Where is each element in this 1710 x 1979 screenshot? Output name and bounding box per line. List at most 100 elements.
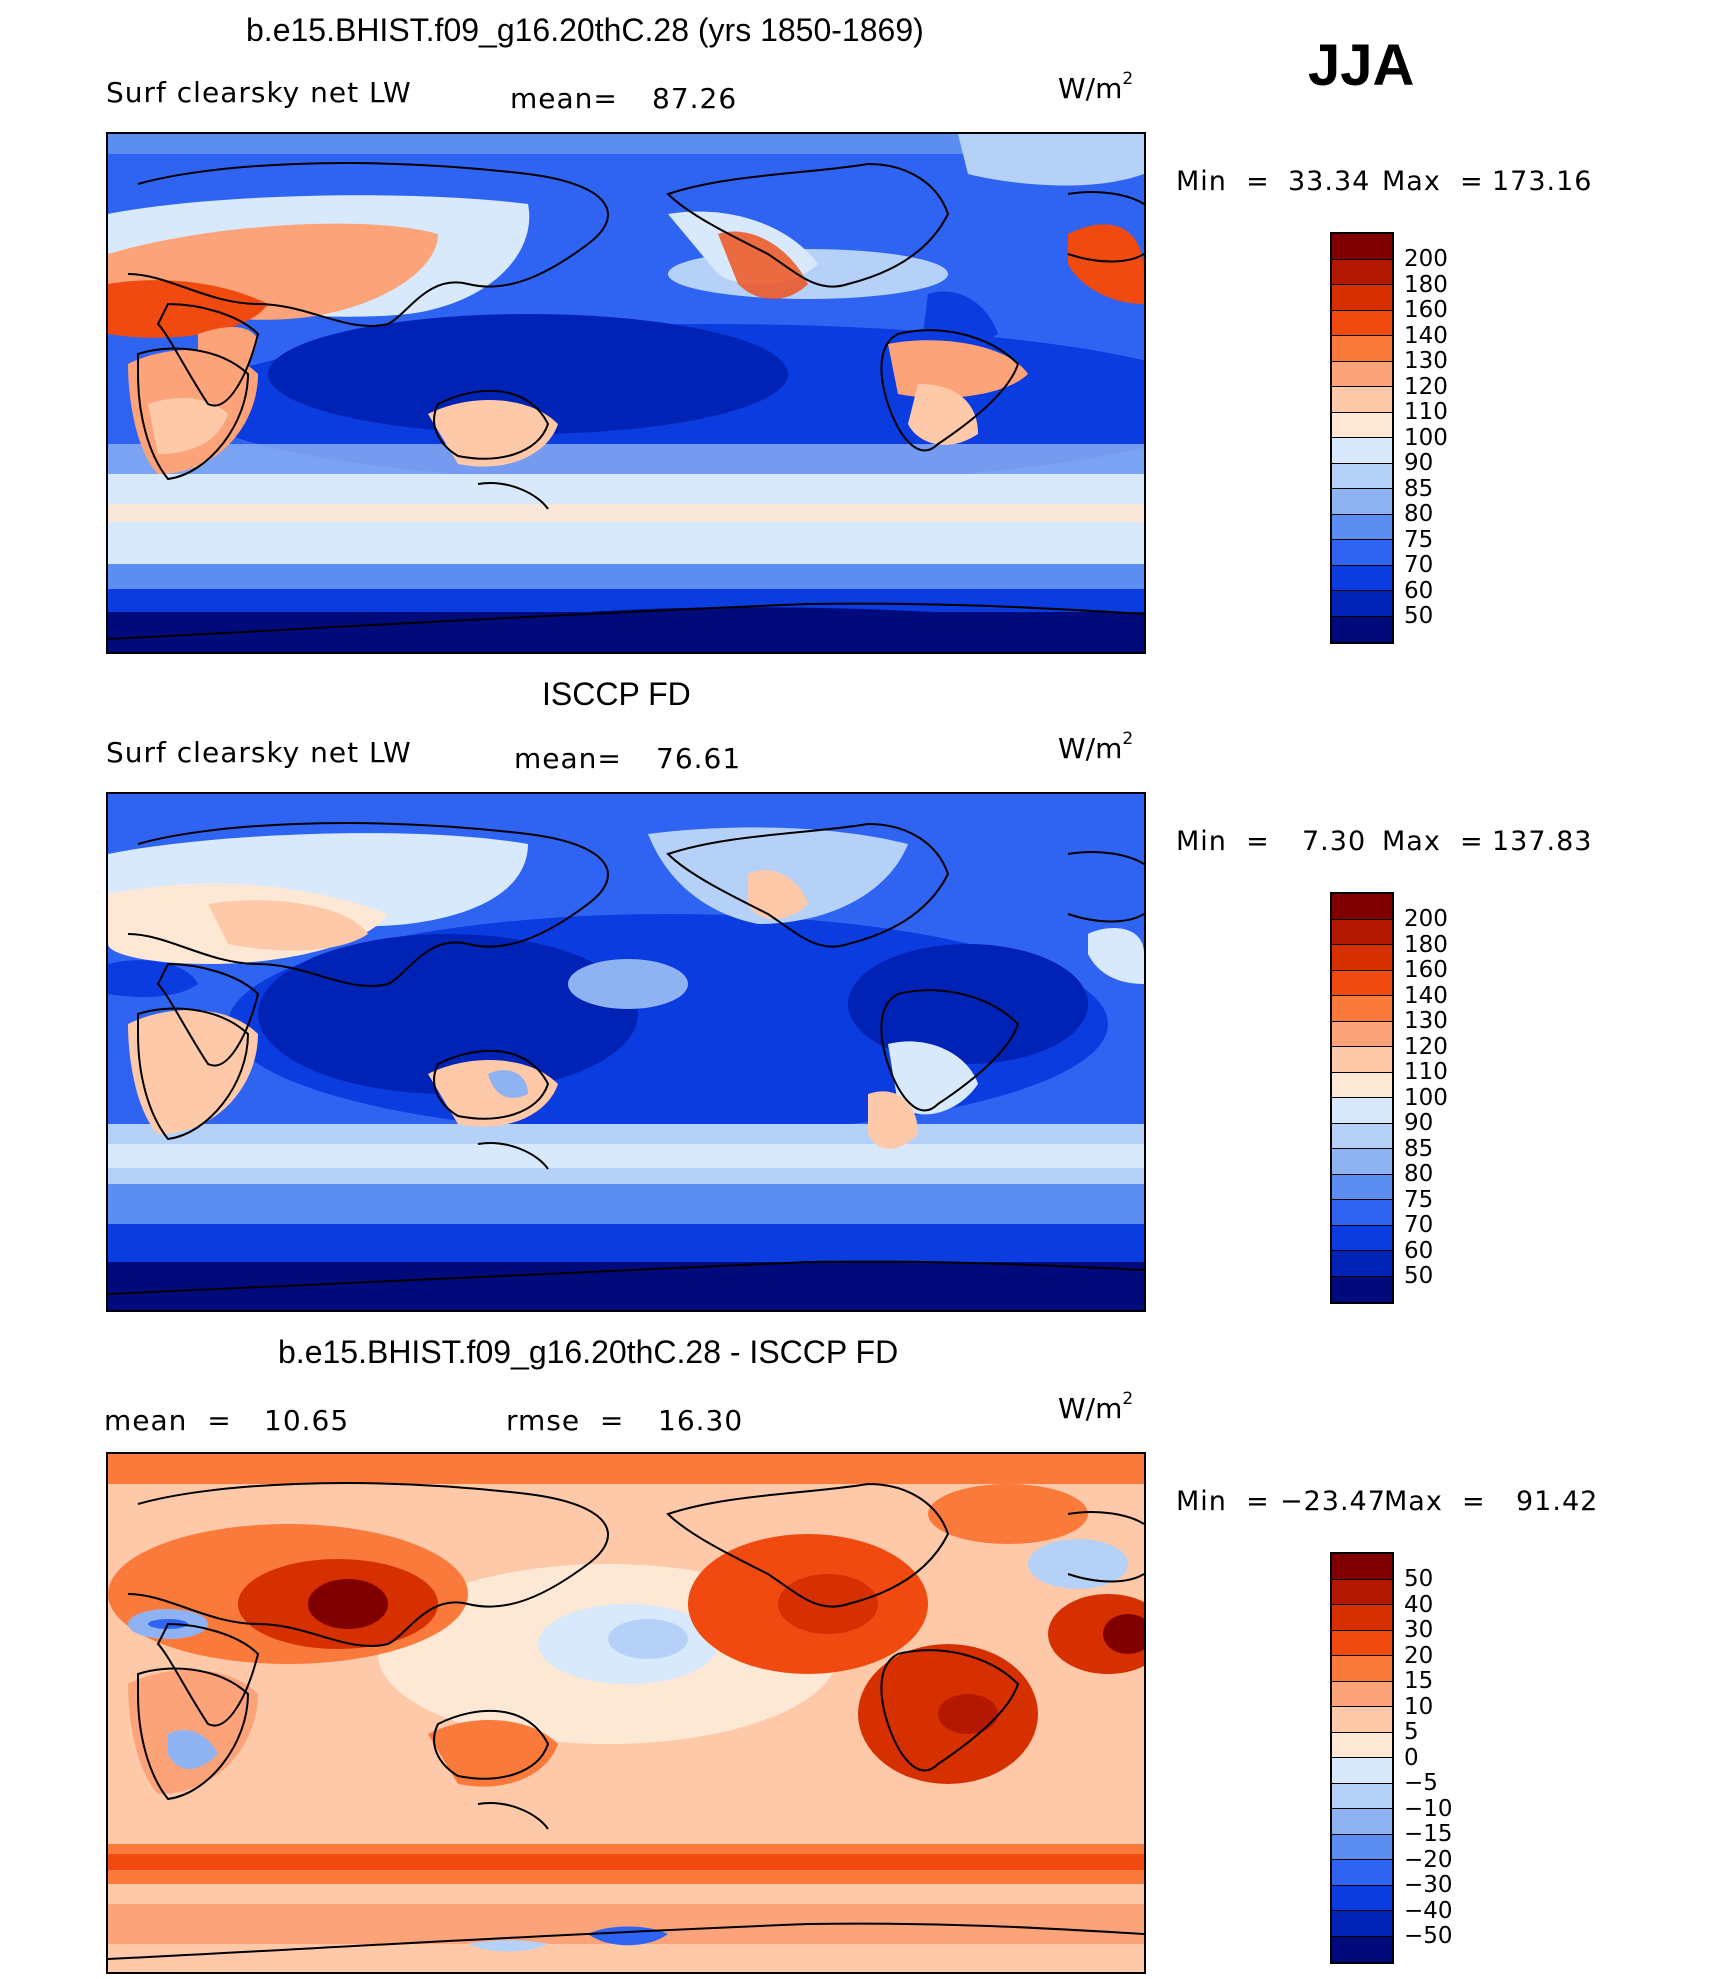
colorbar-segment [1332, 1783, 1392, 1809]
colorbar-tick-label: 75 [1404, 1186, 1434, 1213]
colorbar-segment [1332, 945, 1392, 971]
colorbar-segment [1332, 234, 1392, 260]
panel-3-min-label: Min = [1176, 1486, 1270, 1517]
panel-1-field [108, 134, 1144, 652]
colorbar-segment [1332, 1732, 1392, 1758]
colorbar-segment [1332, 591, 1392, 617]
panel-1-min-label: Min = [1176, 166, 1270, 197]
colorbar-segment [1332, 1911, 1392, 1937]
colorbar-segment [1332, 1123, 1392, 1149]
colorbar-tick-label: 100 [1404, 424, 1448, 451]
colorbar-tick-label: 90 [1404, 450, 1434, 476]
colorbar-tick-label: 0 [1404, 1744, 1419, 1771]
colorbar-tick-label: 50 [1404, 1566, 1434, 1592]
colorbar-tick-label: 200 [1404, 246, 1448, 272]
panel-3-min-value: −23.47 [1280, 1486, 1386, 1517]
colorbar-tick-label: 60 [1404, 577, 1434, 604]
panel-1-map [106, 132, 1146, 654]
colorbar-tick-label: 60 [1404, 1237, 1434, 1264]
colorbar-segment [1332, 1936, 1392, 1962]
colorbar-segment [1332, 1098, 1392, 1124]
colorbar-segment [1332, 1860, 1392, 1886]
colorbar-tick-label: 120 [1404, 1033, 1448, 1060]
panel-2-units: W/m2 [1058, 728, 1134, 765]
panel-2-mean-value: 76.61 [656, 742, 742, 775]
colorbar-tick-label: 80 [1404, 501, 1434, 527]
panel-2-colorbar [1330, 892, 1394, 1304]
colorbar-segment [1332, 1149, 1392, 1175]
colorbar-tick-label: −15 [1404, 1821, 1453, 1847]
colorbar-tick-label: 160 [1404, 297, 1448, 323]
panel-2-max-label: Max = [1382, 826, 1484, 857]
colorbar-tick-label: −20 [1404, 1846, 1453, 1873]
panel-2-map [106, 792, 1146, 1312]
colorbar-segment [1332, 1174, 1392, 1200]
colorbar-segment [1332, 361, 1392, 387]
colorbar-segment [1332, 285, 1392, 311]
colorbar-segment [1332, 463, 1392, 489]
colorbar-segment [1332, 1072, 1392, 1098]
colorbar-tick-label: −40 [1404, 1897, 1453, 1924]
panel-3-title: b.e15.BHIST.f09_g16.20thC.28 - ISCCP FD [278, 1334, 899, 1370]
panel-2-title: ISCCP FD [542, 676, 691, 712]
colorbar-tick-label: 180 [1404, 931, 1448, 958]
colorbar-segment [1332, 489, 1392, 515]
colorbar-tick-label: 110 [1404, 1059, 1448, 1085]
panel-1-colorbar [1330, 232, 1394, 644]
colorbar-segment [1332, 1605, 1392, 1631]
colorbar-tick-label: 10 [1404, 1693, 1434, 1720]
colorbar-tick-label: 200 [1404, 906, 1448, 932]
panel-3-map [106, 1452, 1146, 1974]
panel-1-title: b.e15.BHIST.f09_g16.20thC.28 (yrs 1850-1… [246, 12, 924, 48]
colorbar-tick-label: 100 [1404, 1084, 1448, 1111]
colorbar-segment [1332, 1656, 1392, 1682]
colorbar-segment [1332, 1809, 1392, 1835]
colorbar-tick-label: 85 [1404, 475, 1434, 502]
colorbar-tick-label: −5 [1404, 1770, 1438, 1796]
colorbar-tick-label: 5 [1404, 1719, 1419, 1745]
colorbar-tick-label: −50 [1404, 1923, 1453, 1949]
colorbar-segment [1332, 996, 1392, 1022]
colorbar-tick-label: 130 [1404, 1008, 1448, 1034]
colorbar-segment [1332, 514, 1392, 540]
colorbar-segment [1332, 1251, 1392, 1277]
panel-3-rmse-label: rmse = [506, 1404, 625, 1437]
colorbar-segment [1332, 387, 1392, 413]
panel-2-variable: Surf clearsky net LW [106, 736, 412, 769]
panel-1-units: W/m2 [1058, 68, 1134, 105]
colorbar-segment [1332, 1276, 1392, 1302]
colorbar-tick-label: 110 [1404, 399, 1448, 425]
colorbar-tick-label: 180 [1404, 271, 1448, 298]
colorbar-tick-label: 20 [1404, 1642, 1434, 1669]
panel-2-min-label: Min = [1176, 826, 1270, 857]
colorbar-segment [1332, 616, 1392, 642]
panel-3-max-label: Max = [1384, 1486, 1486, 1517]
colorbar-tick-label: 15 [1404, 1668, 1434, 1694]
panel-3-max-value: 91.42 [1516, 1486, 1599, 1517]
panel-1-max-label: Max = [1382, 166, 1484, 197]
colorbar-tick-label: 140 [1404, 982, 1448, 1009]
colorbar-segment [1332, 1554, 1392, 1580]
colorbar-segment [1332, 1225, 1392, 1251]
colorbar-segment [1332, 970, 1392, 996]
panel-1-mean-value: 87.26 [652, 82, 738, 115]
colorbar-segment [1332, 310, 1392, 336]
season-label: JJA [1308, 33, 1415, 98]
panel-3-mean-value: 10.65 [264, 1404, 350, 1437]
colorbar-segment [1332, 259, 1392, 285]
colorbar-tick-label: 40 [1404, 1591, 1434, 1618]
colorbar-segment [1332, 565, 1392, 591]
panel-3-colorbar [1330, 1552, 1394, 1964]
panel-2-mean-label: mean= [514, 742, 622, 775]
colorbar-tick-label: 70 [1404, 552, 1434, 578]
panel-1-max-value: 173.16 [1492, 166, 1593, 197]
colorbar-segment [1332, 1200, 1392, 1226]
colorbar-segment [1332, 1834, 1392, 1860]
panel-3-rmse-value: 16.30 [658, 1404, 744, 1437]
panel-1-min-value: 33.34 [1288, 166, 1371, 197]
colorbar-segment [1332, 1579, 1392, 1605]
colorbar-tick-label: 50 [1404, 603, 1434, 629]
colorbar-tick-label: 160 [1404, 957, 1448, 983]
panel-3-field [108, 1454, 1144, 1972]
colorbar-segment [1332, 894, 1392, 920]
